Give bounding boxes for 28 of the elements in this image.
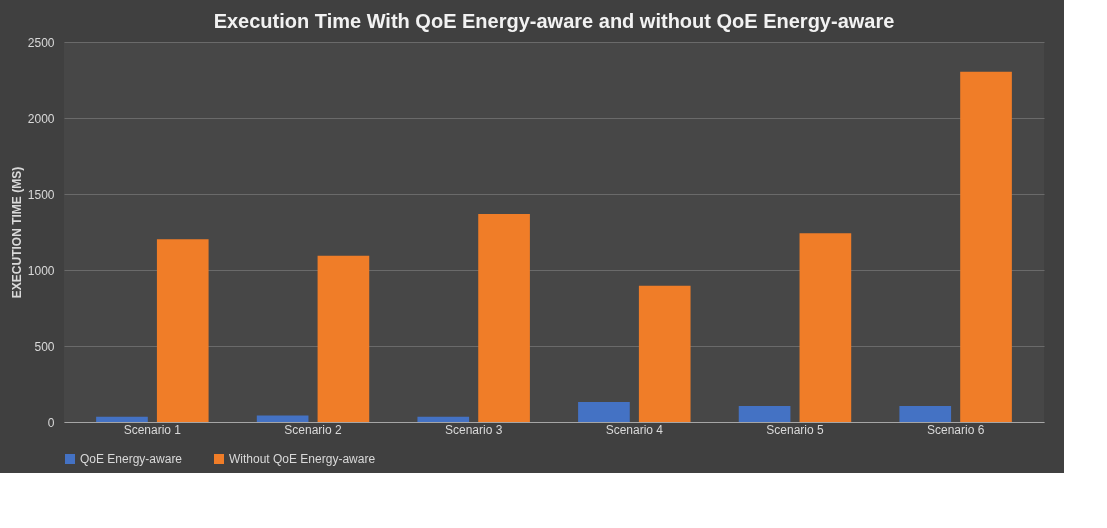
bar: [799, 233, 852, 422]
legend-label: QoE Energy-aware: [80, 452, 183, 466]
y-tick-label: 2000: [27, 111, 55, 126]
x-tick-label: Scenario 1: [123, 422, 182, 437]
x-tick-label: Scenario 3: [444, 422, 503, 437]
y-axis-title: EXECUTION TIME (MS): [9, 166, 24, 299]
bar: [256, 415, 309, 422]
bar: [899, 405, 952, 422]
bar: [960, 71, 1012, 422]
y-tick-label: 0: [47, 415, 55, 430]
bar: [417, 416, 470, 422]
y-tick-label: 500: [34, 339, 55, 354]
x-tick-label: Scenario 5: [766, 422, 824, 437]
y-tick-label: 1500: [27, 187, 55, 202]
legend-label: Without QoE Energy-aware: [229, 452, 376, 466]
chart-title: Execution Time With QoE Energy-aware and without QoE Energy-aware: [213, 10, 895, 32]
bar: [317, 255, 370, 422]
x-tick-label: Scenario 6: [926, 422, 985, 437]
y-tick-label: 1000: [27, 263, 55, 278]
bar: [478, 213, 530, 422]
x-tick-label: Scenario 2: [284, 422, 343, 437]
bar: [156, 239, 209, 422]
bar: [96, 416, 148, 422]
bar: [738, 405, 791, 422]
bar: [578, 401, 630, 422]
bar: [638, 285, 691, 422]
y-tick-label: 2500: [27, 35, 55, 50]
x-tick-label: Scenario 4: [605, 422, 664, 437]
